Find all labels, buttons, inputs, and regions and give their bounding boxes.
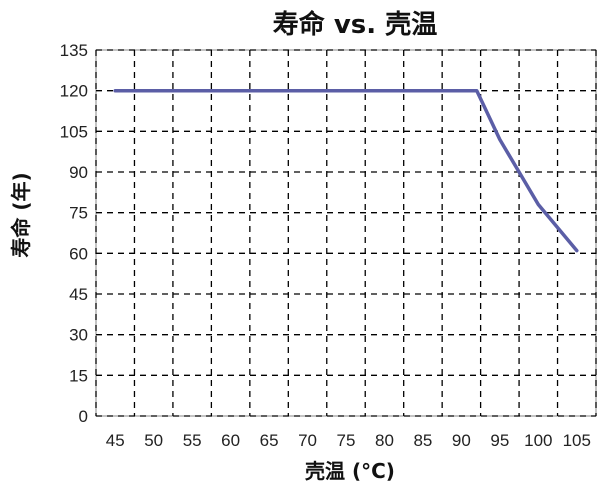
x-axis-tick-labels: 45 50 55 60 65 70 75 80 85 90 95 100 105 xyxy=(106,431,591,450)
gridlines xyxy=(95,49,597,417)
y-tick-label: 30 xyxy=(69,326,88,345)
x-tick-label: 60 xyxy=(221,431,240,450)
x-tick-label: 100 xyxy=(524,431,552,450)
y-tick-label: 90 xyxy=(69,163,88,182)
x-tick-label: 80 xyxy=(375,431,394,450)
x-tick-label: 55 xyxy=(183,431,202,450)
x-tick-label: 65 xyxy=(260,431,279,450)
y-tick-label: 45 xyxy=(69,285,88,304)
x-tick-label: 70 xyxy=(298,431,317,450)
x-tick-label: 90 xyxy=(452,431,471,450)
x-tick-label: 50 xyxy=(144,431,163,450)
y-tick-label: 15 xyxy=(69,366,88,385)
chart-title: 寿命 vs. 壳温 xyxy=(273,9,437,40)
y-tick-label: 60 xyxy=(69,244,88,263)
plot-area xyxy=(95,49,597,417)
y-tick-label: 105 xyxy=(60,122,88,141)
x-tick-label: 75 xyxy=(337,431,356,450)
x-tick-label: 85 xyxy=(413,431,432,450)
y-tick-label: 135 xyxy=(60,41,88,60)
y-tick-label: 0 xyxy=(79,407,88,426)
data-series xyxy=(113,88,579,253)
series-line xyxy=(113,88,579,253)
x-axis-title: 壳温 (°C) xyxy=(304,459,395,483)
y-axis-tick-labels: 0 15 30 45 60 75 90 105 120 135 xyxy=(60,41,88,426)
x-tick-label: 105 xyxy=(563,431,591,450)
x-tick-label: 95 xyxy=(490,431,509,450)
y-tick-label: 120 xyxy=(60,82,88,101)
y-tick-label: 75 xyxy=(69,204,88,223)
y-axis-title: 寿命 (年) xyxy=(9,172,33,257)
x-tick-label: 45 xyxy=(106,431,125,450)
